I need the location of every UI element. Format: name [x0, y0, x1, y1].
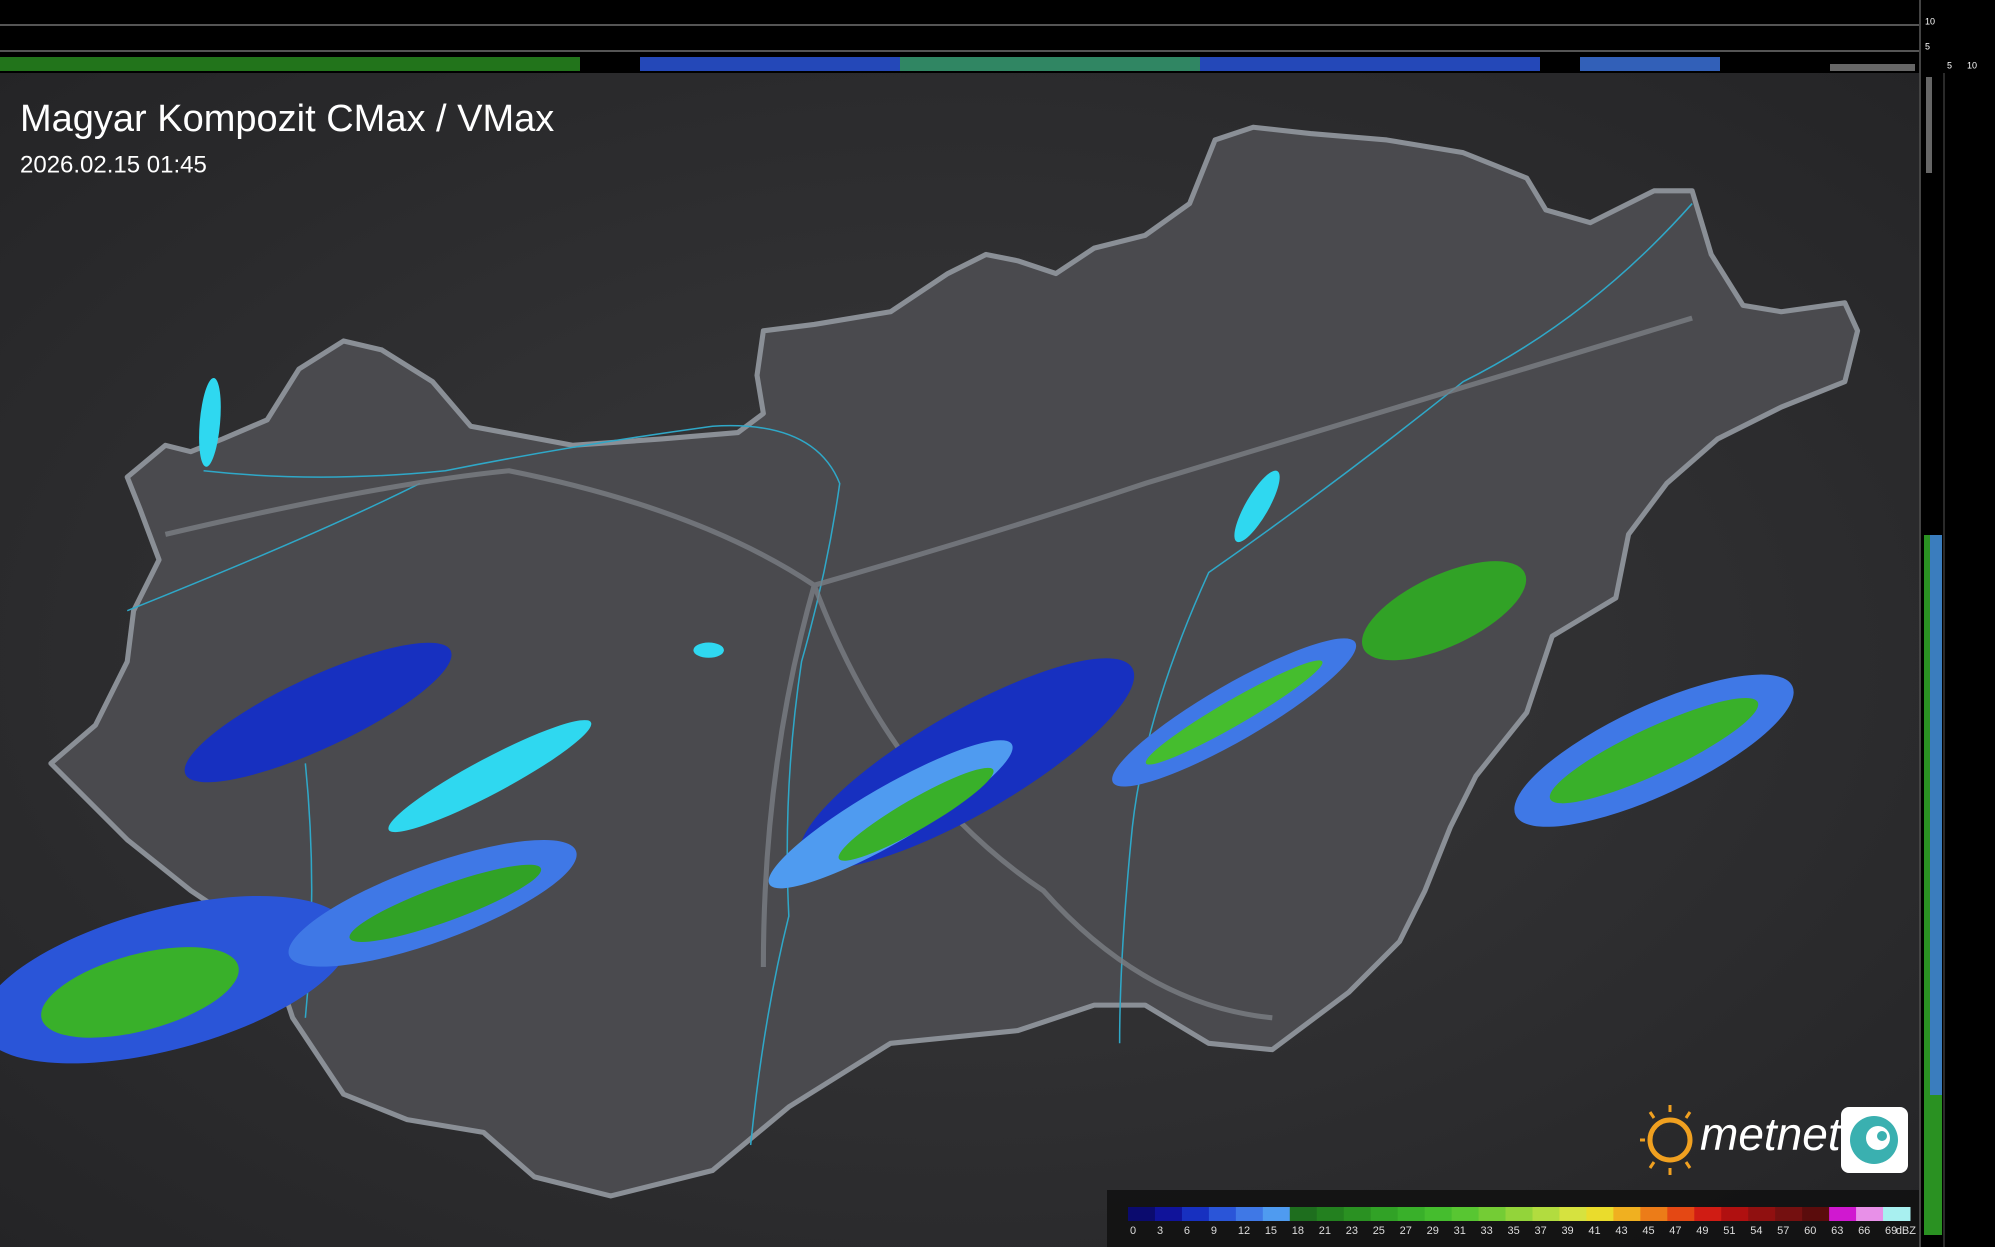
- side-echo: [1926, 77, 1932, 173]
- legend-label: 29: [1427, 1225, 1439, 1237]
- rivers: [126, 203, 1693, 1146]
- legend-swatch: [1532, 1207, 1560, 1221]
- legend-swatch: [1883, 1207, 1911, 1221]
- legend-swatch: [1370, 1207, 1399, 1221]
- lakes: [199, 378, 1280, 833]
- legend-label: 21: [1319, 1225, 1331, 1237]
- legend-label: 37: [1534, 1225, 1546, 1237]
- legend-unit: dBZ: [1896, 1225, 1916, 1237]
- map: [0, 124, 1861, 1199]
- legend-swatch: [1235, 1207, 1264, 1221]
- legend-label: 47: [1669, 1225, 1681, 1237]
- legend-label: 45: [1642, 1225, 1654, 1237]
- legend-label: 15: [1265, 1225, 1277, 1237]
- legend-swatch: [1559, 1207, 1587, 1221]
- legend-swatch: [1856, 1207, 1884, 1221]
- legend-swatch: [1262, 1207, 1291, 1221]
- legend-label: 33: [1481, 1225, 1493, 1237]
- legend-swatch: [1829, 1207, 1857, 1221]
- legend-label: 25: [1373, 1225, 1385, 1237]
- legend-label: 35: [1508, 1225, 1520, 1237]
- logo-text: metnet: [1700, 1108, 1843, 1160]
- country-area: [48, 124, 1861, 1199]
- legend-swatch: [1721, 1207, 1749, 1221]
- legend-swatch: [1586, 1207, 1614, 1221]
- legend-label: 49: [1696, 1225, 1708, 1237]
- legend-label: 43: [1615, 1225, 1627, 1237]
- legend-swatch: [1181, 1207, 1210, 1221]
- legend-label: 60: [1804, 1225, 1816, 1237]
- legend-label: 12: [1238, 1225, 1250, 1237]
- legend-label: 3: [1157, 1225, 1163, 1237]
- side-tick-label: 5: [1925, 41, 1930, 51]
- logo: metnet: [1640, 1105, 1908, 1175]
- legend-label: 54: [1750, 1225, 1762, 1237]
- legend-label: 66: [1858, 1225, 1870, 1237]
- legend-swatch: [1289, 1207, 1318, 1221]
- legend-label: 39: [1561, 1225, 1573, 1237]
- legend-swatch: [1613, 1207, 1641, 1221]
- legend-swatch: [1154, 1207, 1183, 1221]
- legend-swatch: [1208, 1207, 1237, 1221]
- title: Magyar Kompozit CMax / VMax: [20, 98, 554, 140]
- legend-label: 63: [1831, 1225, 1843, 1237]
- legend-swatch: [1748, 1207, 1776, 1221]
- side-tick-label: 10: [1967, 60, 1977, 70]
- legend-swatch: [1640, 1207, 1668, 1221]
- legend-label: 6: [1184, 1225, 1190, 1237]
- legend-swatch: [1694, 1207, 1722, 1221]
- radar-echoes: [0, 561, 1794, 1064]
- legend-label: 27: [1400, 1225, 1412, 1237]
- side-tick-label: 5: [1947, 60, 1952, 70]
- legend: 0 3 6 9 12 15 18 21 23 25 27 29 31 33 35 37 39 41 43 45 47 49…: [1128, 1207, 1916, 1237]
- legend-label: 18: [1292, 1225, 1304, 1237]
- legend-label: 9: [1211, 1225, 1217, 1237]
- legend-label: 0: [1130, 1225, 1136, 1237]
- legend-swatch: [1343, 1207, 1372, 1221]
- legend-label: 41: [1588, 1225, 1600, 1237]
- legend-swatch: [1775, 1207, 1803, 1221]
- legend-swatch: [1802, 1207, 1830, 1221]
- legend-label: 23: [1346, 1225, 1358, 1237]
- legend-label: 51: [1723, 1225, 1735, 1237]
- side-tick-label: 10: [1925, 16, 1935, 26]
- legend-label: 69: [1885, 1225, 1897, 1237]
- legend-label: 31: [1454, 1225, 1466, 1237]
- legend-swatch: [1128, 1207, 1156, 1221]
- legend-label: 57: [1777, 1225, 1789, 1237]
- legend-swatch: [1316, 1207, 1345, 1221]
- legend-swatch: [1451, 1207, 1480, 1221]
- legend-swatch: [1478, 1207, 1507, 1221]
- side-echo: [1930, 535, 1942, 1095]
- timestamp: 2026.02.15 01:45: [20, 151, 207, 178]
- legend-swatch: [1424, 1207, 1453, 1221]
- legend-swatch: [1397, 1207, 1426, 1221]
- top-echo-strip: [0, 57, 1915, 71]
- legend-swatch: [1505, 1207, 1533, 1221]
- legend-swatch: [1667, 1207, 1695, 1221]
- roads: [164, 315, 1693, 1021]
